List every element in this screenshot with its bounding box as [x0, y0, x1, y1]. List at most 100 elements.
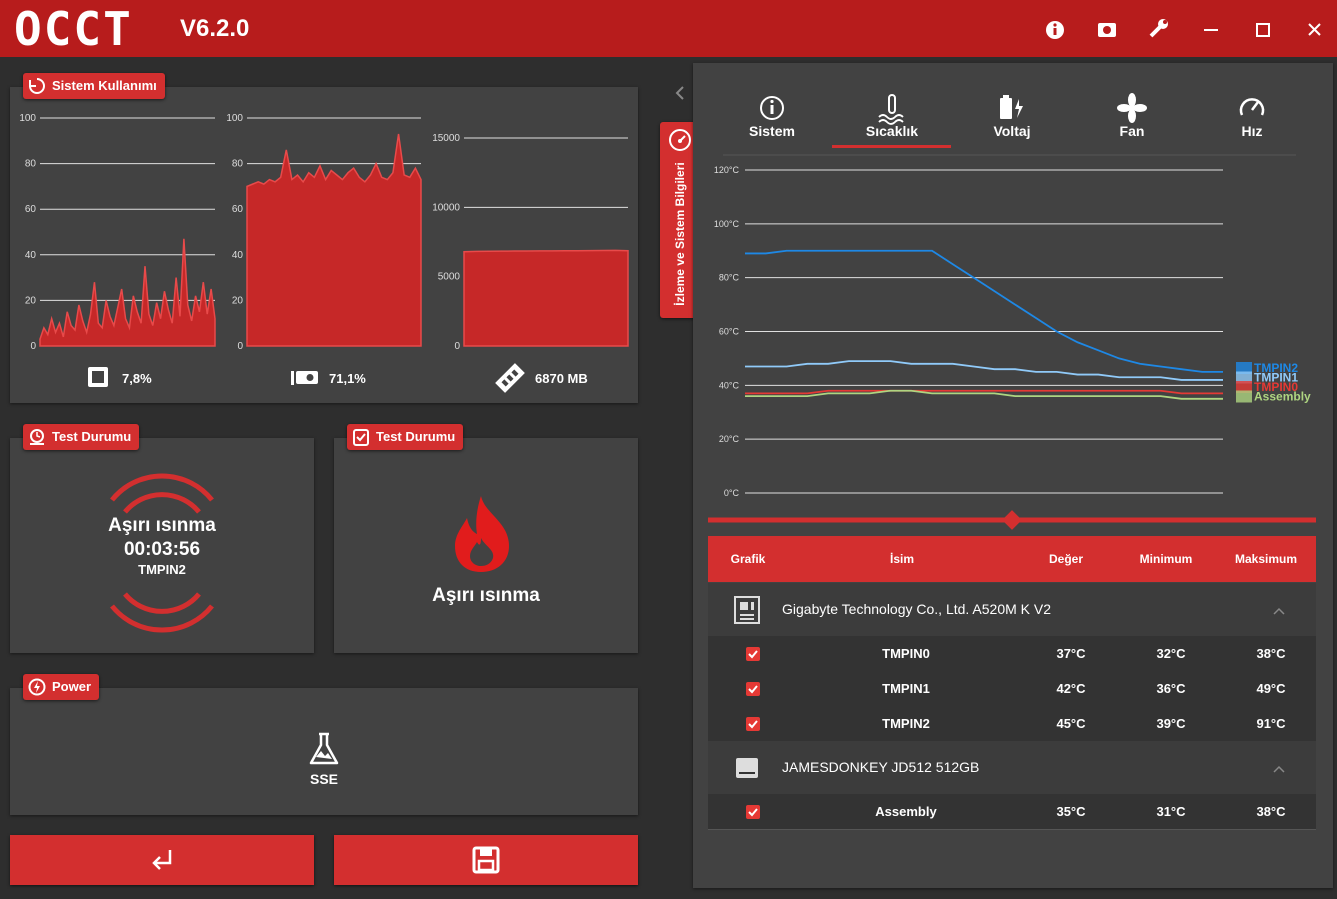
y-tick-label: 40°C	[719, 380, 740, 390]
battery-icon	[1000, 95, 1023, 119]
save-icon	[472, 846, 500, 874]
start-button[interactable]	[10, 835, 314, 885]
y-tick-label: 40	[25, 250, 37, 261]
temperature-icon	[878, 94, 904, 125]
y-tick-label: 20	[232, 295, 244, 306]
badge-title: Test Durumu	[52, 429, 132, 444]
tab-bar	[723, 93, 1296, 156]
tab[interactable]: Hız	[1241, 123, 1263, 139]
y-tick-label: 120°C	[714, 165, 740, 175]
y-tick-label: 100°C	[714, 219, 740, 229]
temperature-chart: 0°C20°C40°C60°C80°C100°C120°CTMPIN2TMPIN…	[708, 165, 1316, 530]
info-button[interactable]	[1046, 21, 1064, 39]
power-panel: SSE	[10, 688, 638, 815]
y-tick-label: 60	[232, 204, 244, 215]
speed-icon	[1239, 98, 1265, 116]
y-tick-label: 60°C	[719, 327, 740, 337]
elapsed-time: 00:03:56	[123, 539, 201, 560]
status-arcs	[110, 473, 214, 633]
test-result-panel: Aşırı ısınma	[334, 438, 638, 653]
version: V6.2.0	[180, 15, 250, 42]
y-tick-label: 100	[19, 113, 36, 124]
power-mode: SSE	[309, 771, 339, 787]
tab[interactable]: Sıcaklık	[865, 123, 919, 139]
y-tick-label: 0	[237, 341, 243, 352]
badge-title: Test Durumu	[376, 429, 456, 444]
collapse-button[interactable]	[672, 84, 688, 102]
test-status-panel: Aşırı ısınma 00:03:56 TMPIN2	[10, 438, 314, 653]
legend-label: TMPIN0	[1254, 380, 1298, 394]
legend-swatch	[1236, 381, 1252, 393]
power-title: Power	[52, 679, 92, 694]
flask-icon	[309, 732, 339, 765]
legend-label: Assembly	[1254, 390, 1311, 404]
legend-label: TMPIN1	[1254, 371, 1298, 385]
legend-swatch	[1236, 362, 1252, 374]
memory-icon	[495, 363, 525, 393]
close-button[interactable]	[1308, 23, 1321, 36]
slider-handle[interactable]	[1002, 510, 1022, 530]
test-status-text: Aşırı ısınma	[108, 515, 216, 536]
icon	[353, 429, 369, 446]
y-tick-label: 0°C	[724, 488, 740, 498]
temperature-line	[745, 389, 1223, 400]
test-status-badge: Test Durumu	[347, 424, 464, 450]
y-tick-label: 15000	[432, 133, 460, 144]
y-tick-label: 5000	[438, 272, 461, 283]
table-header	[708, 536, 1316, 582]
y-tick-label: 10000	[432, 202, 460, 213]
y-tick-label: 80	[232, 159, 244, 170]
usage-area	[463, 249, 629, 347]
maximize-button[interactable]	[1256, 23, 1270, 37]
save-button[interactable]	[334, 835, 638, 885]
y-tick-label: 0	[454, 341, 460, 352]
power-badge: Power	[23, 674, 100, 700]
y-tick-label: 80	[25, 159, 37, 170]
usage-area	[39, 238, 216, 347]
cpu-icon	[88, 367, 108, 387]
logo: OCCT	[14, 2, 133, 56]
gpu-usage: 71,1%	[329, 371, 366, 386]
temperature-line	[745, 360, 1223, 381]
icon	[28, 678, 46, 696]
window-controls	[1046, 19, 1321, 39]
gauge-icon	[669, 129, 691, 151]
tab[interactable]: Voltaj	[993, 123, 1031, 139]
tab[interactable]: Fan	[1119, 123, 1145, 139]
test-status-badge: Test Durumu	[23, 424, 140, 450]
legend-swatch	[1236, 390, 1252, 403]
usage-area	[246, 133, 422, 347]
y-tick-label: 60	[25, 204, 37, 215]
enter-icon	[152, 850, 172, 870]
title-bar: OCCT V6.2.0	[0, 0, 1337, 57]
flame-icon	[455, 496, 509, 572]
usage-title: Sistem Kullanımı	[52, 78, 157, 93]
y-tick-label: 100	[226, 113, 243, 124]
settings-button[interactable]	[1149, 19, 1168, 38]
icon	[30, 429, 44, 445]
icon	[29, 78, 45, 94]
y-tick-label: 20	[25, 295, 37, 306]
usage-badge: Sistem Kullanımı	[23, 73, 165, 99]
legend-label: TMPIN2	[1254, 361, 1298, 375]
cpu-usage: 7,8%	[122, 371, 152, 386]
gpu-icon	[291, 371, 318, 385]
temperature-line	[745, 389, 1223, 395]
test-result-text: Aşırı ısınma	[432, 585, 540, 606]
temperature-line	[745, 249, 1223, 373]
y-tick-label: 20°C	[719, 434, 740, 444]
memory-usage: 6870 MB	[535, 371, 588, 386]
y-tick-label: 40	[232, 250, 244, 261]
sensor-name: TMPIN2	[138, 562, 186, 577]
fan-icon	[1117, 93, 1147, 123]
info-icon	[760, 96, 784, 120]
y-tick-label: 0	[30, 341, 36, 352]
active-tab-indicator	[832, 145, 951, 148]
screenshot-button[interactable]	[1098, 23, 1116, 37]
tab[interactable]: Sistem	[749, 123, 795, 139]
legend-swatch	[1236, 371, 1252, 384]
usage-charts: 7,8% 71,1% 6870 MB 0 20 40 60 80 100 0 20 40 60 80…	[19, 113, 629, 393]
y-tick-label: 80°C	[719, 273, 740, 283]
